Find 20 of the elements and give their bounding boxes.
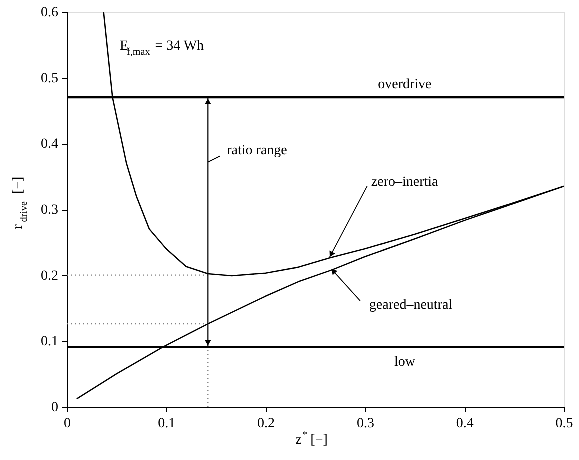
ref-line-label: low bbox=[394, 355, 416, 370]
annotation: geared–neutral bbox=[369, 298, 453, 314]
annotation: ratio range bbox=[227, 143, 288, 158]
y-tick-label: 0.5 bbox=[41, 71, 58, 86]
y-axis-title: rdrive [−] bbox=[11, 176, 30, 230]
y-tick-label: 0.6 bbox=[41, 6, 58, 20]
ref-line-label: overdrive bbox=[378, 78, 432, 93]
y-tick-label: 0.1 bbox=[41, 334, 58, 350]
x-tick-label: 0.2 bbox=[258, 416, 276, 432]
x-tick-label: 0.3 bbox=[356, 416, 374, 432]
annotation: zero–inertia bbox=[371, 175, 440, 190]
x-tick-label: 0.5 bbox=[556, 416, 574, 432]
y-tick-label: 0.4 bbox=[41, 137, 58, 152]
y-tick-label: 0 bbox=[52, 400, 58, 416]
x-tick-label: 0.4 bbox=[456, 416, 474, 432]
x-axis-title: z* [−] bbox=[296, 430, 328, 448]
x-tick-label: 0 bbox=[64, 416, 71, 432]
y-tick-label: 0.3 bbox=[41, 203, 58, 218]
x-tick-label: 0.1 bbox=[158, 416, 176, 432]
y-tick-label: 0.2 bbox=[41, 268, 58, 284]
